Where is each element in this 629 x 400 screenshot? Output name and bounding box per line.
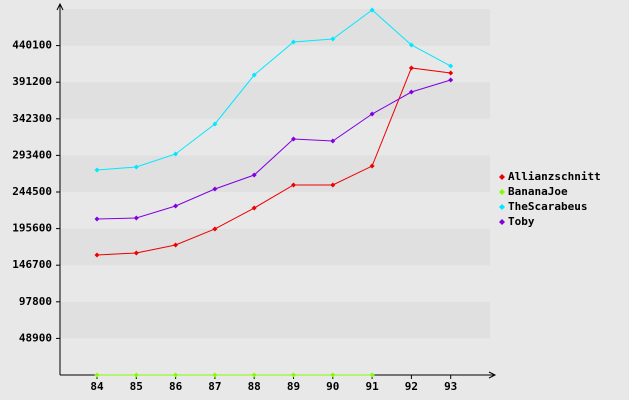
data-point: [173, 372, 179, 378]
data-point: [369, 163, 375, 169]
data-point: [251, 372, 257, 378]
data-point: [369, 372, 375, 378]
y-tick-label: 440100: [12, 39, 52, 52]
data-point: [448, 63, 454, 69]
y-tick-label: 97800: [19, 295, 52, 308]
data-point: [94, 372, 100, 378]
x-tick-label: 88: [248, 380, 261, 393]
x-tick-label: 93: [444, 380, 457, 393]
x-tick-label: 91: [365, 380, 379, 393]
legend-marker: [499, 219, 505, 225]
data-point: [369, 7, 375, 13]
data-point: [291, 136, 296, 142]
legend-marker: [499, 189, 505, 195]
data-point: [251, 205, 257, 211]
data-point: [212, 372, 218, 378]
x-tick-label: 92: [405, 380, 418, 393]
data-point: [133, 372, 139, 378]
y-tick-label: 244500: [12, 185, 52, 198]
data-point: [173, 151, 179, 157]
data-point: [212, 121, 218, 127]
data-point: [94, 216, 100, 222]
data-point: [448, 77, 454, 83]
data-point: [251, 72, 257, 78]
data-point: [330, 138, 336, 144]
data-point: [291, 372, 296, 378]
x-tick-label: 85: [130, 380, 143, 393]
grid-band: [60, 338, 490, 375]
y-tick-label: 342300: [12, 112, 52, 125]
grid-band: [60, 301, 490, 339]
grid-band: [60, 82, 490, 119]
data-point: [133, 215, 139, 221]
legend-marker: [499, 174, 505, 180]
grid-band: [60, 118, 490, 156]
y-tick-label: 146700: [12, 258, 52, 271]
legend-marker: [499, 204, 505, 210]
grid-band: [60, 155, 490, 192]
data-point: [408, 42, 414, 48]
series-line: [96, 79, 451, 220]
data-point: [133, 250, 139, 256]
data-point: [369, 111, 375, 117]
x-tick-label: 90: [326, 380, 339, 393]
data-point: [408, 89, 414, 95]
y-axis-arrow: [56, 2, 64, 11]
data-point: [330, 182, 336, 188]
data-point: [212, 186, 218, 192]
grid-band: [60, 228, 490, 266]
grid-band: [60, 265, 490, 302]
y-tick-label: 391200: [12, 75, 52, 88]
legend-label: Allianzschnitt: [508, 170, 601, 183]
grid-band: [60, 45, 490, 83]
data-point: [94, 167, 100, 173]
legend-label: BananaJoe: [508, 185, 568, 198]
series-line: [96, 9, 451, 171]
y-tick-label: 48900: [19, 331, 52, 344]
data-point: [251, 172, 257, 178]
series-line: [96, 67, 451, 256]
x-axis-arrow: [488, 371, 497, 379]
y-tick-label: 293400: [12, 148, 52, 161]
grid-band: [60, 9, 490, 46]
legend-label: Toby: [508, 215, 535, 228]
data-point: [133, 164, 139, 170]
data-point: [330, 372, 336, 378]
grid-band: [60, 192, 490, 229]
data-point: [291, 39, 296, 45]
x-tick-label: 89: [287, 380, 300, 393]
x-tick-label: 84: [90, 380, 104, 393]
data-point: [448, 70, 454, 76]
data-point: [212, 226, 218, 232]
data-point: [330, 36, 336, 42]
data-point: [408, 65, 414, 71]
legend-label: TheScarabeus: [508, 200, 587, 213]
data-point: [94, 252, 100, 258]
data-point: [173, 203, 179, 209]
x-tick-label: 86: [169, 380, 183, 393]
x-tick-label: 87: [208, 380, 221, 393]
data-point: [291, 182, 296, 188]
data-point: [173, 242, 179, 248]
y-tick-label: 195600: [12, 222, 52, 235]
